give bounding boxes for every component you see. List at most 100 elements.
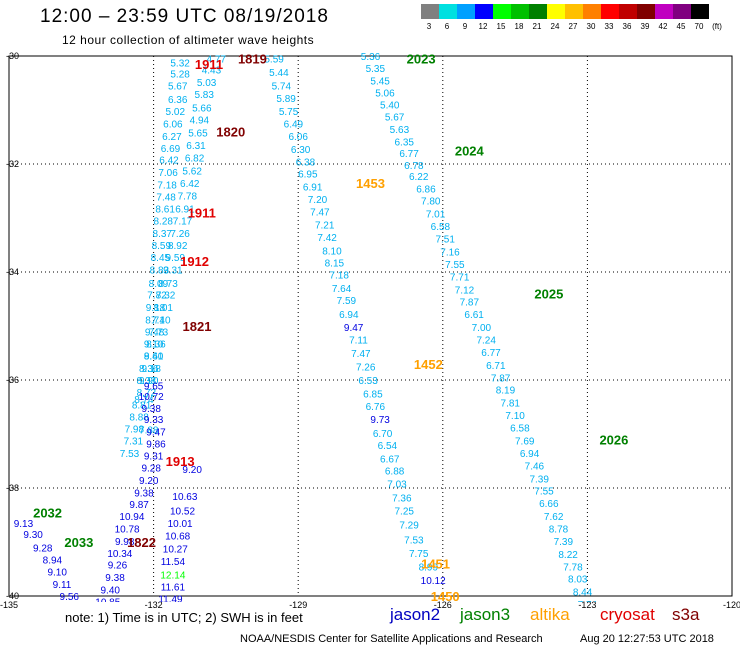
wave-height-value: 10.12 (421, 576, 446, 587)
legend-label: 6 (444, 22, 450, 31)
wave-height-value: 8.78 (549, 525, 569, 536)
wave-height-value: 9.90 (139, 376, 159, 387)
wave-height-value: 7.26 (170, 229, 190, 240)
wave-height-value: 7.10 (505, 411, 525, 422)
wave-height-value: 7.51 (435, 235, 455, 246)
wave-height-value: 7.18 (157, 181, 177, 192)
wave-height-value: 4.94 (190, 116, 210, 127)
wave-height-value: 7.48 (156, 192, 176, 203)
wave-height-value: 7.11 (349, 336, 368, 347)
wave-height-value: 9.59 (166, 253, 186, 264)
wave-height-value: 7.88 (139, 426, 159, 437)
legend-swatch (529, 4, 547, 19)
timestamp: Aug 20 12:27:53 UTC 2018 (580, 633, 714, 645)
wave-height-value: 7.78 (563, 562, 583, 573)
wave-height-value: 11.49 (158, 595, 183, 606)
wave-height-value: 7.16 (440, 247, 460, 258)
wave-height-value: 10.52 (170, 507, 195, 518)
wave-height-value: 10.78 (115, 525, 140, 536)
wave-height-value: 6.71 (486, 361, 506, 372)
wave-height-value: 9.65 (144, 381, 164, 392)
legend-label: 9 (462, 22, 468, 31)
wave-height-value: 7.71 (450, 272, 470, 283)
wave-height-value: 5.45 (370, 76, 390, 87)
wave-height-value: 6.76 (366, 402, 386, 413)
wave-height-value: 5.63 (390, 125, 410, 136)
wave-height-value: 9.40 (100, 586, 120, 597)
wave-height-value: 7.69 (515, 436, 535, 447)
wave-height-value: 7.06 (158, 168, 178, 179)
lat-tick-label: -34 (6, 267, 19, 277)
wave-height-value: 9.48 (145, 327, 165, 338)
wave-height-value: 8.44 (573, 588, 593, 599)
wave-height-value: 8.33 (137, 376, 157, 387)
legend-label: (ft) (712, 22, 722, 31)
legend-swatch (583, 4, 601, 19)
wave-height-value: 9.38 (105, 573, 125, 584)
wave-height-value: 6.58 (431, 222, 451, 233)
wave-height-value: 9.47 (344, 323, 364, 334)
wave-height-value: 6.82 (185, 154, 205, 165)
wave-height-value: 7.82 (147, 291, 167, 302)
wave-height-value: 7.59 (337, 296, 357, 307)
legend-swatch (637, 4, 655, 19)
wave-height-value: 7.98 (125, 425, 145, 436)
wave-height-value: 7.55 (534, 487, 554, 498)
plot-frame (8, 55, 733, 597)
legend-label: 18 (514, 22, 524, 31)
legend-swatch (673, 4, 691, 19)
pass-time-label: 1821 (183, 319, 212, 334)
footnote: note: 1) Time is in UTC; 2) SWH is in fe… (65, 610, 303, 625)
legend-label: 39 (640, 22, 650, 31)
legend-label: 30 (586, 22, 596, 31)
legend-swatch (475, 4, 493, 19)
wave-height-value: 9.20 (139, 476, 159, 487)
satellite-label-jason2: jason2 (390, 605, 441, 624)
wave-height-value: 7.00 (472, 323, 492, 334)
wave-height-value: 9.30 (23, 530, 43, 541)
wave-height-value: 7.31 (124, 436, 144, 447)
wave-height-value: 8.92 (168, 241, 188, 252)
wave-height-value: 7.21 (315, 220, 335, 231)
wave-height-value: 10.85 (95, 597, 120, 608)
lat-tick-label: -38 (6, 483, 19, 493)
wave-height-value: 7.24 (476, 336, 496, 347)
wave-height-value: 7.55 (445, 260, 465, 271)
wave-height-value: 9.13 (14, 519, 34, 530)
wave-height-value: 8.36 (146, 339, 166, 350)
wave-height-value: 9.10 (144, 339, 164, 350)
map-subtitle: 12 hour collection of altimeter wave hei… (62, 33, 315, 47)
lat-tick-label: -30 (6, 51, 19, 61)
wave-height-value: 9.38 (141, 404, 161, 415)
wave-height-value: 10.68 (165, 532, 190, 543)
wave-height-value: 6.30 (291, 145, 311, 156)
lat-tick-label: -32 (6, 159, 19, 169)
wave-height-value: 8.15 (325, 258, 345, 269)
wave-height-value: 8.74 (134, 395, 154, 406)
legend-label: 21 (532, 22, 542, 31)
wave-height-value: 7.62 (544, 512, 564, 523)
wave-height-value: 10.27 (163, 544, 188, 555)
wave-height-value: 7.18 (329, 271, 349, 282)
wave-height-value: 5.89 (276, 94, 296, 105)
wave-height-value: 6.91 (303, 183, 323, 194)
legend-label: 70 (694, 22, 704, 31)
wave-height-value: 6.35 (395, 137, 415, 148)
legend-swatch (655, 4, 673, 19)
wave-height-value: 9.87 (129, 500, 149, 511)
pass-time-label: 1451 (421, 557, 450, 572)
wave-height-value: 8.03 (568, 575, 588, 586)
pass-time-label: 1450 (431, 589, 460, 604)
lat-tick-label: -36 (6, 375, 19, 385)
wave-height-value: 7.26 (356, 363, 376, 374)
wave-height-value: 10.34 (107, 549, 132, 560)
wave-height-value: 8.10 (322, 246, 342, 257)
wave-height-value: 7.39 (554, 537, 574, 548)
wave-height-value: 6.42 (159, 156, 179, 167)
wave-height-value: 7.78 (178, 191, 198, 202)
wave-height-value: 7.29 (399, 521, 419, 532)
wave-height-value: 7.53 (120, 449, 140, 460)
wave-height-value: 9.18 (141, 364, 161, 375)
wave-height-value: 6.53 (358, 376, 378, 387)
lon-tick-label: -129 (289, 600, 307, 610)
